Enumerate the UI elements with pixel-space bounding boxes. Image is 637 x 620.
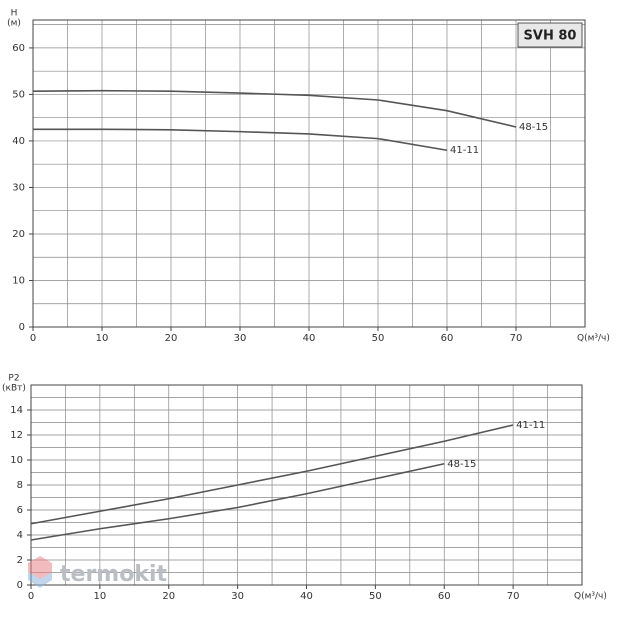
x-tick-label: 0 bbox=[28, 591, 34, 602]
watermark-icon bbox=[28, 556, 52, 588]
x-tick-label: 10 bbox=[94, 591, 107, 602]
y-tick-label: 4 bbox=[17, 530, 23, 541]
chart-title: SVH 80 bbox=[524, 29, 577, 44]
y-tick-label: 0 bbox=[17, 580, 23, 591]
line-series bbox=[33, 128, 448, 152]
x-axis-label: Q(м³/ч) bbox=[577, 334, 610, 344]
y-tick-label: 50 bbox=[12, 89, 25, 100]
y-tick-label: 14 bbox=[10, 405, 23, 416]
series-label: 41-11 bbox=[450, 145, 479, 156]
line-series bbox=[30, 424, 514, 525]
x-tick-label: 30 bbox=[234, 333, 247, 344]
y-tick-label: 20 bbox=[12, 229, 25, 240]
x-tick-label: 40 bbox=[300, 591, 313, 602]
y-tick-label: 10 bbox=[10, 455, 23, 466]
y-axis-label: H bbox=[11, 9, 18, 19]
y-tick-label: 12 bbox=[10, 430, 23, 441]
y-tick-label: 40 bbox=[12, 136, 25, 147]
watermark: termokit bbox=[60, 562, 167, 587]
x-tick-label: 70 bbox=[510, 333, 523, 344]
y-tick-label: 30 bbox=[12, 182, 25, 193]
y-tick-label: 10 bbox=[12, 275, 25, 286]
title-box bbox=[517, 22, 583, 48]
series-label: 48-15 bbox=[519, 122, 548, 133]
x-tick-label: 50 bbox=[372, 333, 385, 344]
y-tick-label: 8 bbox=[17, 480, 23, 491]
y-tick-label: 2 bbox=[17, 555, 23, 566]
x-tick-label: 60 bbox=[438, 591, 451, 602]
x-tick-label: 70 bbox=[507, 591, 520, 602]
x-tick-label: 10 bbox=[96, 333, 109, 344]
series-label: 48-15 bbox=[447, 459, 476, 470]
x-tick-label: 50 bbox=[369, 591, 382, 602]
series-label: 41-11 bbox=[516, 420, 545, 431]
x-tick-label: 40 bbox=[303, 333, 316, 344]
x-axis-label: Q(м³/ч) bbox=[574, 592, 607, 602]
y-axis-label: P2 bbox=[8, 374, 19, 384]
x-tick-label: 60 bbox=[441, 333, 454, 344]
chart: 0 10 20 30 40 50 60 70 0 2 4 6 8 10 12 14 P2(кВт) Q(м³/ч)… bbox=[2, 374, 607, 603]
y-tick-label: 6 bbox=[17, 505, 23, 516]
x-tick-label: 20 bbox=[165, 333, 178, 344]
x-tick-label: 0 bbox=[30, 333, 36, 344]
y-tick-label: 60 bbox=[12, 43, 25, 54]
y-axis-label: (кВт) bbox=[2, 384, 26, 394]
line-series bbox=[30, 462, 445, 541]
y-tick-label: 0 bbox=[19, 322, 25, 333]
x-tick-label: 20 bbox=[162, 591, 175, 602]
x-tick-label: 30 bbox=[231, 591, 244, 602]
line-series bbox=[32, 89, 517, 128]
chart: 0 10 20 30 40 50 60 70 0 10 20 30 40 50 60 H(м) Q(м³/ч) S… bbox=[7, 9, 610, 345]
y-axis-label: (м) bbox=[7, 19, 21, 29]
